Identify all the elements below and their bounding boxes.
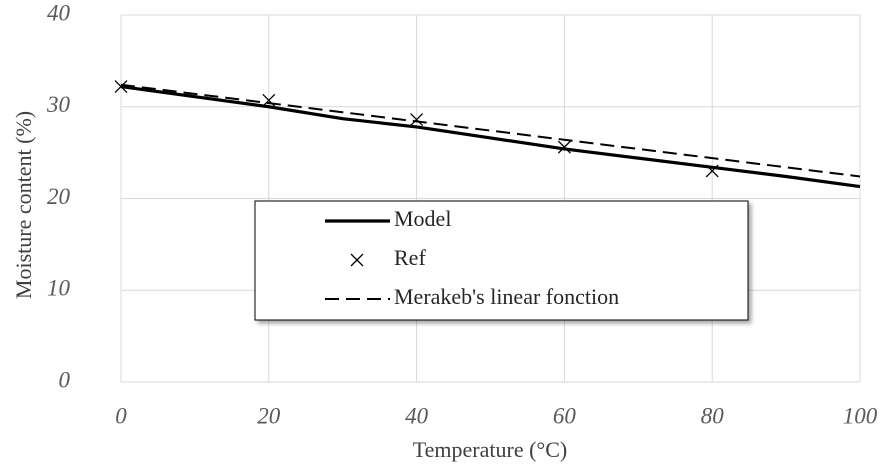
- series-line: [120, 83, 861, 178]
- y-tick-label: 0: [59, 367, 71, 392]
- marker: [114, 80, 128, 94]
- x-tick-label: 0: [115, 403, 127, 428]
- legend-label: Ref: [394, 245, 426, 270]
- series-line: [120, 84, 861, 189]
- x-axis-title: Temperature (°C): [413, 437, 567, 462]
- x-tick-label: 60: [553, 403, 577, 428]
- marker-shape: [410, 113, 424, 127]
- x-tick-label: 100: [843, 403, 878, 428]
- marker-shape: [114, 80, 128, 94]
- y-axis-title: Moisture content (%): [11, 111, 36, 299]
- marker-shape: [557, 140, 571, 154]
- legend-label: Model: [394, 206, 451, 231]
- y-tick-label: 20: [47, 184, 71, 209]
- marker: [557, 140, 571, 154]
- marker: [410, 113, 424, 127]
- y-tick-label: 30: [46, 92, 71, 117]
- marker: [705, 164, 719, 178]
- y-tick-label: 40: [47, 0, 71, 25]
- legend: Model Ref Merakeb's linear fonction: [254, 200, 749, 321]
- x-tick-label: 80: [701, 403, 725, 428]
- x-tick-label: 40: [405, 403, 429, 428]
- legend-swatch: [350, 253, 364, 267]
- x-tick-label: 20: [257, 403, 281, 428]
- legend-label: Merakeb's linear fonction: [394, 284, 619, 309]
- marker-shape: [705, 164, 719, 178]
- y-tick-label: 10: [47, 276, 71, 301]
